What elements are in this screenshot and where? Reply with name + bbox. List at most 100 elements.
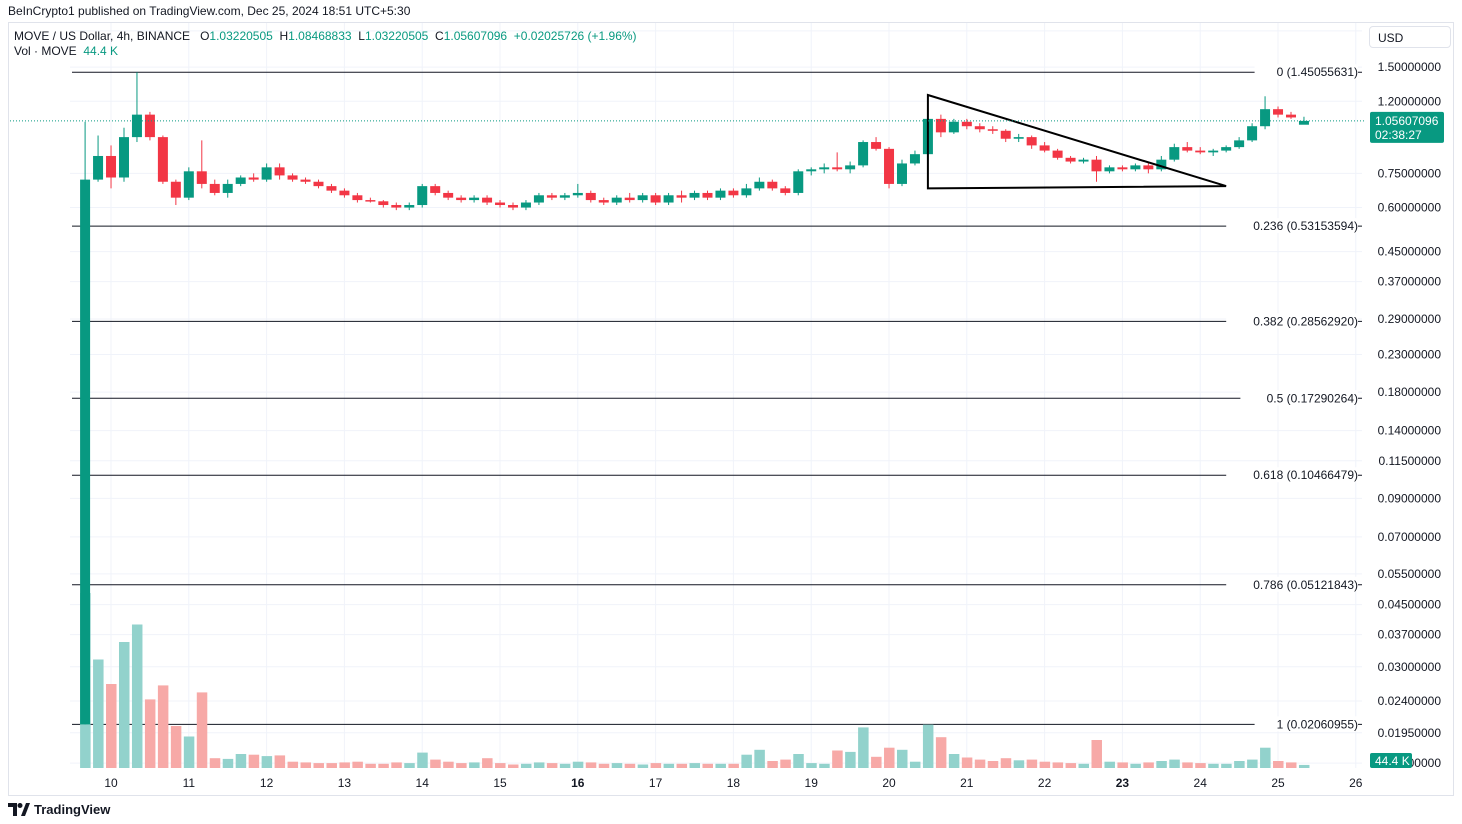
fib-level-label: 0.236 (0.53153594) [1253, 219, 1358, 233]
candle-body [1000, 130, 1011, 139]
low-label: L [358, 29, 365, 43]
candle-body [858, 142, 869, 166]
price-tick-label: 0.29000000 [1378, 312, 1442, 326]
high-value: 1.08468833 [288, 29, 352, 43]
volume-bar [261, 756, 273, 768]
candle-body [1247, 126, 1258, 141]
time-tick-label: 25 [1271, 776, 1285, 790]
candle-body [1273, 109, 1284, 115]
candle-body [1208, 150, 1219, 153]
volume-bar [1013, 760, 1025, 768]
volume-value: 44.4 K [83, 44, 119, 58]
candle-body [935, 118, 946, 133]
symbol-label[interactable]: MOVE / US Dollar, 4h, BINANCE [14, 29, 191, 43]
price-tick-label: 0.11500000 [1378, 454, 1441, 468]
volume-bar [287, 761, 299, 768]
volume-label[interactable]: Vol · MOVE [14, 44, 77, 58]
time-tick-label: 22 [1038, 776, 1052, 790]
volume-bar [274, 755, 286, 768]
time-tick-label: 11 [183, 776, 196, 790]
candle-body [469, 197, 480, 201]
volume-bar [559, 763, 571, 768]
candle-body [663, 195, 674, 203]
volume-bar [987, 761, 999, 768]
candle-body [1234, 140, 1245, 148]
volume-bar [93, 659, 104, 768]
candle-body [1156, 159, 1167, 170]
close-label: C [435, 29, 444, 43]
price-tick-label: 0.09000000 [1378, 491, 1442, 505]
fibonacci-retracement[interactable]: 0 (1.45055631) 0.236 (0.53153594) 0.382 (0… [72, 64, 1362, 732]
volume-bar [1298, 764, 1310, 768]
volume-bar [520, 763, 532, 768]
price-tick-label: 0.05500000 [1378, 567, 1442, 581]
candle-body [806, 169, 817, 172]
brand-name: TradingView [34, 802, 111, 817]
candle-body [909, 154, 920, 164]
candle-body [443, 192, 454, 198]
candle-body [546, 195, 557, 198]
volume-bar [1182, 762, 1193, 768]
fib-label-bg [1226, 218, 1358, 234]
volume-bar [1026, 759, 1038, 768]
price-tick-label: 0.01950000 [1378, 726, 1442, 740]
candle-body [767, 181, 778, 189]
time-tick-label: 14 [416, 776, 430, 790]
candle-body [793, 171, 804, 193]
fib-level-label: 1 (0.02060955) [1277, 717, 1358, 731]
candle-body [339, 190, 350, 196]
fib-level-label: 0.382 (0.28562920) [1253, 314, 1358, 328]
volume-bar [1104, 761, 1115, 768]
volume-bar [780, 759, 791, 768]
candle-body [728, 190, 739, 196]
currency-selector[interactable]: USD [1369, 26, 1451, 48]
time-axis[interactable]: 10 11 12 13 14 15 16 17 18 19 20 21 22 23 24 25 26 [104, 776, 1362, 790]
last-price-tag-value: 1.05607096 [1375, 114, 1439, 128]
volume-bar [1221, 763, 1232, 768]
brand[interactable]: TradingView [8, 802, 110, 817]
volume-bar [1000, 758, 1012, 768]
candle-body [482, 197, 493, 203]
candle-body [1013, 137, 1024, 139]
volume-bar [598, 763, 610, 768]
candle-body [1298, 120, 1309, 125]
time-tick-label: 23 [1116, 776, 1130, 790]
volume-bar [1065, 763, 1077, 768]
candle-body [676, 195, 687, 198]
candle-body [1130, 165, 1141, 170]
triangle-pattern-drawing[interactable] [926, 93, 1227, 190]
volume-bar [1247, 759, 1258, 768]
candle-body [650, 195, 661, 203]
volume-bar [806, 763, 817, 768]
candle-body [871, 142, 882, 149]
volume-bar [1052, 762, 1064, 768]
volume-bar [313, 763, 324, 768]
candle-body [261, 167, 272, 180]
volume-bar [106, 684, 117, 768]
fib-label-bg [1254, 64, 1358, 80]
candle-body [118, 137, 129, 178]
volume-bar [131, 624, 143, 768]
candle-body [896, 163, 907, 184]
candle-body [598, 200, 609, 203]
volume-bar [702, 763, 713, 768]
volume-bar [961, 757, 973, 768]
candle-body [248, 177, 259, 180]
volume-bar [896, 749, 908, 768]
price-tick-label: 0.04500000 [1378, 598, 1442, 612]
volume-bar [1156, 761, 1167, 768]
candle-body [183, 171, 194, 198]
publish-info: BeInCrypto1 published on TradingView.com… [8, 4, 411, 18]
candle-body [1169, 147, 1180, 160]
candle-body [209, 183, 220, 193]
candle-body [222, 183, 233, 193]
candle-body [702, 192, 713, 198]
volume-bar [1091, 740, 1102, 768]
price-tick-label: 0.23000000 [1378, 348, 1442, 362]
candle-body [1195, 150, 1206, 153]
volume-bar [235, 754, 247, 768]
price-tick-label: 0.60000000 [1378, 201, 1442, 215]
time-tick-label: 10 [104, 776, 118, 790]
